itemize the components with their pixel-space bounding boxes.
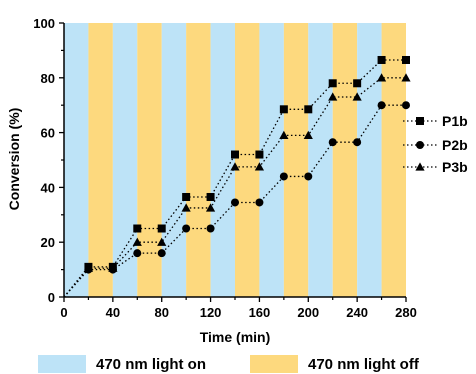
band-legend-label: 470 nm light on — [96, 356, 206, 373]
data-point-p3b — [181, 203, 191, 212]
band-light-off — [137, 23, 162, 297]
data-point-p3b — [303, 130, 313, 140]
data-point-p2b — [133, 249, 142, 258]
data-point-p1b — [279, 105, 288, 114]
band-light-on — [259, 23, 284, 297]
data-point-p1b — [304, 105, 313, 114]
data-point-p3b — [205, 203, 216, 212]
data-point-p2b — [231, 198, 239, 207]
data-point-p1b — [206, 192, 215, 201]
data-point-p3b — [108, 263, 118, 272]
band-legend-swatch — [250, 355, 298, 373]
band-legend-label: 470 nm light off — [308, 356, 420, 373]
series-line-p2b — [63, 104, 406, 298]
data-point-p2b — [377, 101, 386, 110]
legend-marker-p3b — [415, 162, 425, 171]
data-point-p1b — [377, 55, 386, 64]
axis-ticks: 0 40 80 120 160 200 240 280 0 20 40 60 80 100 — [33, 16, 417, 320]
data-point-p3b — [401, 73, 411, 82]
legend-label-p3b: P3b — [442, 159, 468, 175]
y-tick-label: 80 — [41, 71, 55, 86]
x-tick-label: 0 — [60, 305, 67, 320]
data-point-p2b — [255, 198, 264, 207]
band-light-on — [112, 23, 138, 297]
x-tick-label: 40 — [106, 305, 120, 320]
y-tick-label: 20 — [41, 235, 55, 250]
data-point-p3b — [132, 237, 142, 246]
data-point-p2b — [353, 138, 362, 147]
band-light-on — [64, 23, 89, 297]
data-point-p3b — [352, 92, 362, 101]
y-tick-label: 0 — [48, 290, 55, 305]
data-point-p3b — [279, 130, 289, 140]
x-tick-label: 200 — [297, 305, 319, 320]
legend-marker-p2b — [416, 141, 424, 149]
data-point-p1b — [231, 150, 239, 159]
band-light-on — [308, 23, 333, 297]
series-legend: P1b P2b P3b — [403, 113, 468, 175]
background-bands — [64, 23, 406, 297]
data-point-p3b — [254, 162, 265, 171]
data-point-p3b — [328, 92, 338, 101]
band-light-on — [357, 23, 382, 297]
y-axis-title: Conversion (%) — [6, 108, 22, 211]
data-point-p1b — [328, 79, 337, 88]
band-light-on — [161, 23, 187, 297]
y-tick-label: 100 — [33, 16, 55, 31]
data-point-p2b — [304, 172, 313, 181]
band-legend-swatch — [38, 355, 86, 373]
band-light-off — [283, 23, 309, 297]
data-point-p3b — [83, 263, 94, 272]
data-point-p2b — [157, 249, 166, 258]
legend-label-p1b: P1b — [442, 113, 468, 129]
data-point-p1b — [255, 150, 264, 159]
band-light-off — [186, 23, 211, 297]
x-tick-label: 80 — [154, 305, 168, 320]
data-point-p1b — [157, 224, 166, 233]
x-tick-label: 120 — [200, 305, 222, 320]
x-tick-label: 280 — [395, 305, 417, 320]
data-point-p2b — [402, 101, 410, 110]
band-legend: 470 nm light on 470 nm light off — [38, 355, 420, 373]
data-point-p2b — [279, 172, 288, 181]
data-point-p3b — [157, 237, 167, 246]
legend-marker-p1b — [416, 117, 424, 125]
data-point-p3b — [376, 73, 387, 82]
y-tick-label: 60 — [41, 126, 55, 141]
band-light-off — [88, 23, 113, 297]
band-light-on — [210, 23, 235, 297]
data-point-p2b — [328, 138, 337, 147]
band-light-off — [235, 23, 260, 297]
x-tick-label: 160 — [249, 305, 271, 320]
y-tick-label: 40 — [41, 180, 55, 195]
legend-label-p2b: P2b — [442, 137, 468, 153]
data-point-p2b — [182, 224, 191, 233]
x-tick-label: 240 — [346, 305, 368, 320]
series-markers — [83, 55, 411, 274]
data-point-p1b — [182, 192, 191, 201]
band-light-off — [381, 23, 406, 297]
data-point-p1b — [353, 79, 362, 88]
data-point-p1b — [402, 55, 410, 64]
data-point-p2b — [206, 224, 215, 233]
x-axis-title: Time (min) — [200, 329, 271, 345]
data-point-p3b — [230, 162, 240, 171]
band-light-off — [332, 23, 358, 297]
data-point-p1b — [133, 224, 142, 233]
